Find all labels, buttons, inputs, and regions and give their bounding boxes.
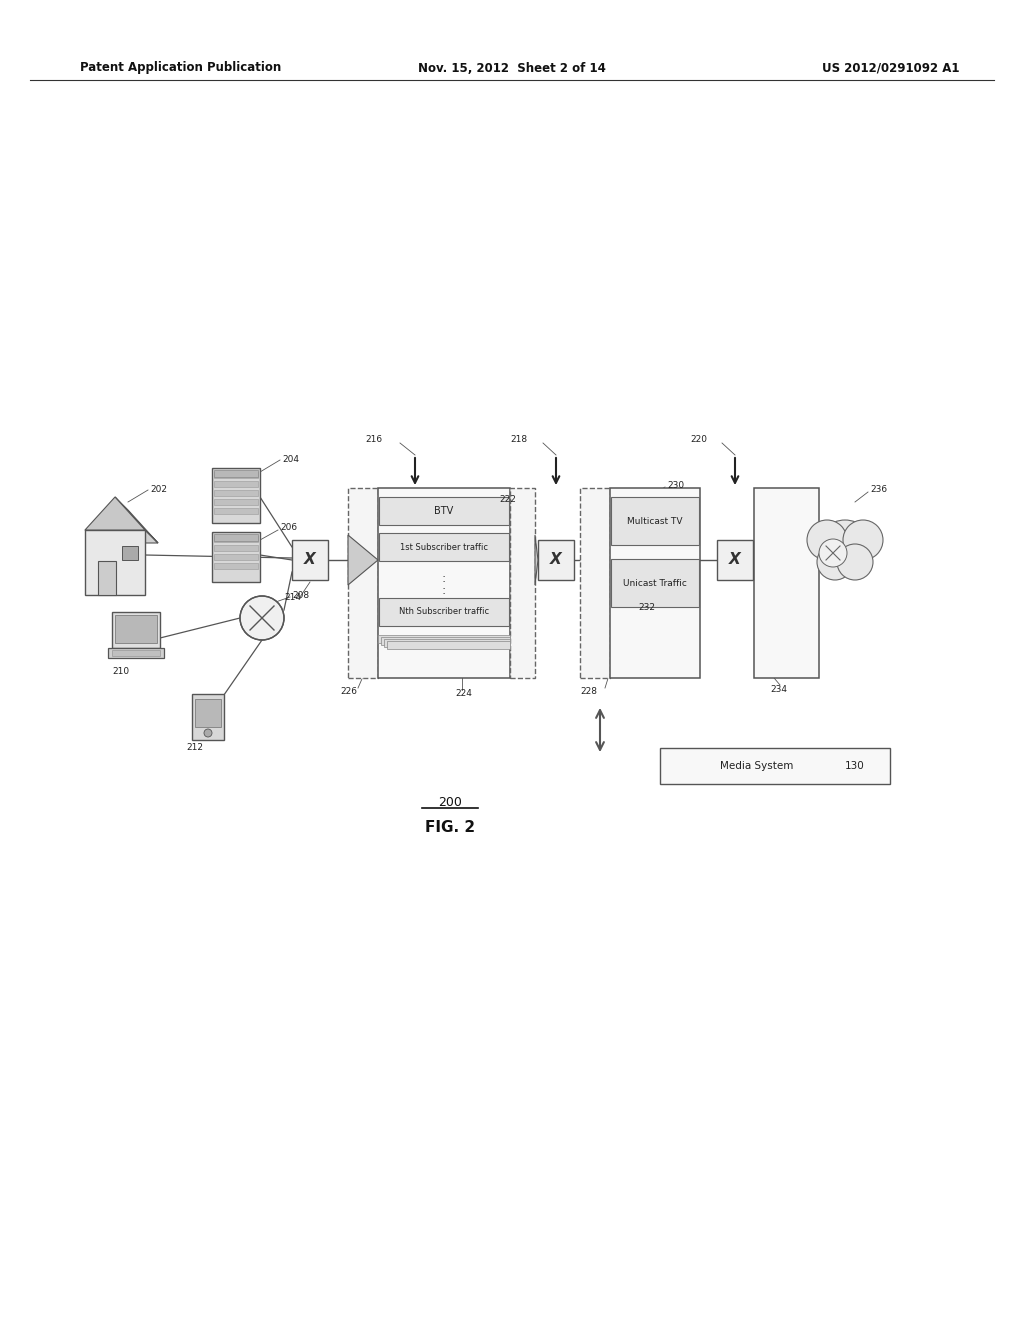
Bar (717, 540, 753, 579)
Text: 220: 220 (690, 436, 707, 445)
Text: Multicast TV: Multicast TV (628, 516, 683, 525)
Text: 130: 130 (845, 762, 864, 771)
Text: 200: 200 (438, 796, 462, 809)
Bar (193, 694, 224, 741)
Text: FIG. 2: FIG. 2 (425, 821, 475, 836)
Bar (214, 554, 258, 560)
Text: X: X (729, 553, 741, 568)
Bar (214, 490, 258, 496)
Bar (611, 498, 699, 545)
Polygon shape (85, 531, 158, 543)
Bar (122, 546, 138, 560)
Text: BTV: BTV (434, 506, 454, 516)
Text: 232: 232 (638, 603, 655, 612)
Bar (195, 700, 221, 727)
Text: Nov. 15, 2012  Sheet 2 of 14: Nov. 15, 2012 Sheet 2 of 14 (418, 62, 606, 74)
Bar (108, 648, 164, 657)
Text: 208: 208 (292, 591, 309, 601)
Bar (214, 499, 258, 506)
Text: 214: 214 (284, 594, 301, 602)
Text: :: : (442, 583, 446, 597)
Text: 202: 202 (150, 484, 167, 494)
Polygon shape (348, 535, 378, 585)
Bar (214, 545, 258, 550)
Text: Nth Subscriber traffic: Nth Subscriber traffic (399, 607, 489, 616)
Text: 216: 216 (365, 436, 382, 445)
Bar (379, 498, 509, 525)
Circle shape (204, 729, 212, 737)
Bar (379, 598, 509, 626)
Text: 206: 206 (280, 524, 297, 532)
Circle shape (817, 544, 853, 579)
Bar (214, 508, 258, 513)
Bar (85, 531, 145, 595)
Bar (112, 612, 160, 648)
Bar (381, 638, 510, 645)
Circle shape (817, 520, 873, 576)
Bar (292, 540, 328, 579)
Bar (214, 535, 258, 541)
Text: 222: 222 (499, 495, 516, 503)
Bar (115, 615, 157, 643)
Bar (348, 488, 378, 678)
Text: 230: 230 (667, 482, 684, 491)
Polygon shape (115, 498, 158, 543)
Bar (214, 473, 258, 478)
Bar (378, 488, 510, 678)
Text: Media System: Media System (720, 762, 794, 771)
Text: :: : (442, 572, 446, 585)
Bar (214, 470, 258, 477)
Text: 228: 228 (580, 688, 597, 697)
Bar (112, 649, 160, 656)
Bar (660, 748, 890, 784)
Circle shape (807, 520, 847, 560)
Text: Unicast Traffic: Unicast Traffic (623, 578, 687, 587)
Bar (610, 488, 700, 678)
Text: 210: 210 (112, 668, 129, 676)
Bar (379, 533, 509, 561)
Polygon shape (535, 535, 538, 585)
Circle shape (240, 597, 284, 640)
Text: 234: 234 (770, 685, 787, 694)
Bar (212, 469, 260, 523)
Bar (387, 642, 510, 649)
Bar (510, 488, 535, 678)
Bar (212, 532, 260, 582)
Text: 226: 226 (340, 688, 357, 697)
Text: 1st Subscriber traffic: 1st Subscriber traffic (400, 543, 488, 552)
Text: X: X (550, 553, 562, 568)
Text: 212: 212 (186, 743, 203, 752)
Bar (384, 639, 510, 647)
Text: X: X (304, 553, 315, 568)
Circle shape (819, 539, 847, 568)
Bar (214, 564, 258, 569)
Text: 218: 218 (510, 436, 527, 445)
Text: 204: 204 (282, 454, 299, 463)
Text: Patent Application Publication: Patent Application Publication (80, 62, 282, 74)
Text: 224: 224 (455, 689, 472, 697)
Bar (214, 480, 258, 487)
Bar (580, 488, 610, 678)
Bar (538, 540, 574, 579)
Polygon shape (85, 498, 145, 531)
Bar (378, 635, 510, 643)
Bar (611, 558, 699, 607)
Bar (214, 536, 258, 543)
Text: US 2012/0291092 A1: US 2012/0291092 A1 (822, 62, 961, 74)
Circle shape (837, 544, 873, 579)
Bar (98, 561, 116, 595)
Circle shape (843, 520, 883, 560)
Bar (754, 488, 819, 678)
Text: 236: 236 (870, 486, 887, 495)
